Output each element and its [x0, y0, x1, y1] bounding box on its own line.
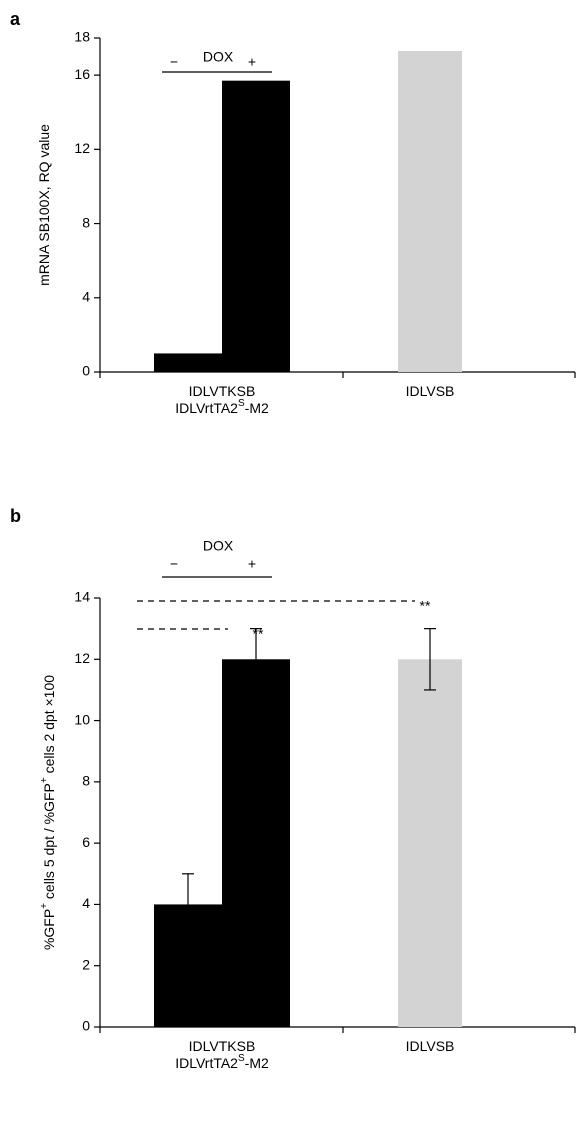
- x-tick-label-part: S: [238, 398, 245, 409]
- dox-minus: −: [170, 54, 178, 70]
- y-tick-label: 14: [74, 589, 90, 605]
- y-axis-label-part: +: [39, 777, 50, 783]
- bar: [398, 659, 462, 1027]
- dox-minus: −: [170, 556, 178, 572]
- y-tick-label: 18: [74, 29, 90, 45]
- x-tick-label: IDLVSB: [406, 1038, 455, 1054]
- y-axis-label-part: cells 5 dpt / %GFP: [41, 783, 57, 903]
- y-tick-label: 2: [82, 956, 90, 972]
- significance-mark: **: [420, 598, 431, 614]
- x-tick-label-part: IDLVrtTA2: [175, 400, 238, 416]
- y-tick-label: 12: [74, 650, 90, 666]
- y-tick-label: 0: [82, 363, 90, 379]
- x-tick-label-part: IDLVTKSB: [189, 383, 256, 399]
- x-tick-label-part: IDLVTKSB: [189, 1038, 256, 1054]
- x-tick-label-part: -M2: [245, 400, 269, 416]
- x-tick-label-part: S: [238, 1053, 245, 1064]
- x-tick-label-part: IDLVrtTA2: [175, 1055, 238, 1071]
- dox-label: DOX: [203, 49, 234, 65]
- y-tick-label: 0: [82, 1018, 90, 1034]
- dox-plus: +: [248, 54, 256, 70]
- bar: [222, 659, 290, 1027]
- bar: [222, 80, 290, 372]
- significance-mark: **: [253, 626, 264, 642]
- dox-plus: +: [248, 556, 256, 572]
- x-tick-label: IDLVrtTA2S-M2: [175, 398, 269, 416]
- y-tick-label: 8: [82, 214, 90, 230]
- x-tick-label-part: -M2: [245, 1055, 269, 1071]
- x-tick-label: IDLVTKSB: [189, 383, 256, 399]
- y-tick-label: 16: [74, 66, 90, 82]
- x-tick-label: IDLVSB: [406, 383, 455, 399]
- y-axis-label-part: +: [39, 903, 50, 909]
- y-tick-label: 6: [82, 834, 90, 850]
- bar: [154, 904, 222, 1027]
- y-tick-label: 12: [74, 140, 90, 156]
- panel-letter: b: [10, 506, 21, 526]
- y-axis-label-part: %GFP: [41, 909, 57, 950]
- x-tick-label-part: IDLVSB: [406, 1038, 455, 1054]
- y-axis-label: %GFP+ cells 5 dpt / %GFP+ cells 2 dpt ×1…: [39, 675, 57, 950]
- dox-label: DOX: [203, 538, 234, 554]
- x-tick-label: IDLVrtTA2S-M2: [175, 1053, 269, 1071]
- y-tick-label: 8: [82, 773, 90, 789]
- y-tick-label: 4: [82, 288, 90, 304]
- x-tick-label-part: IDLVSB: [406, 383, 455, 399]
- bar: [154, 353, 222, 372]
- y-tick-label: 4: [82, 895, 90, 911]
- y-axis-label-part: mRNA SB100X, RQ value: [36, 124, 52, 286]
- bar: [398, 50, 462, 372]
- y-axis-label: mRNA SB100X, RQ value: [36, 124, 52, 286]
- x-tick-label: IDLVTKSB: [189, 1038, 256, 1054]
- y-tick-label: 10: [74, 711, 90, 727]
- panel-letter: a: [10, 9, 21, 29]
- y-axis-label-part: cells 2 dpt ×100: [41, 675, 57, 778]
